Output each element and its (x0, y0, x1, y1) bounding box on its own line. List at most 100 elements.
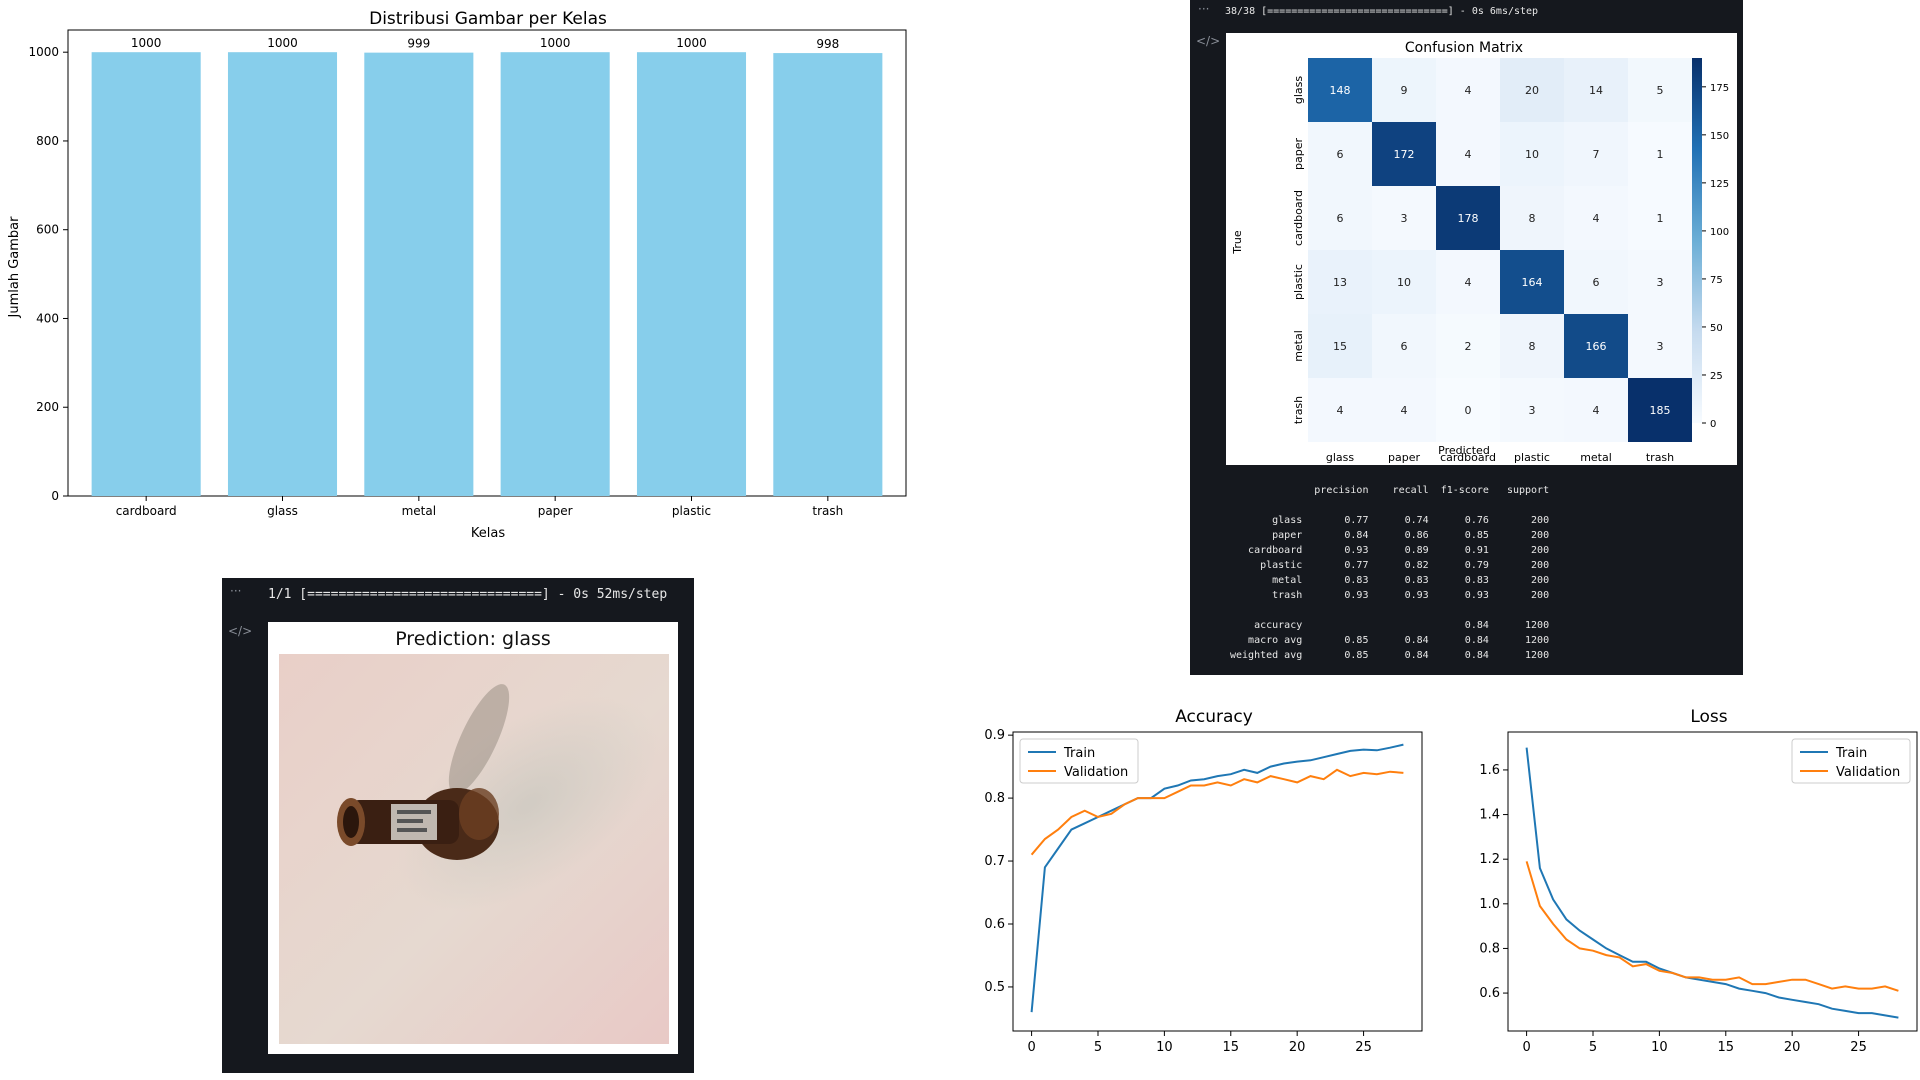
x-tick-label: trash (1646, 451, 1674, 464)
heatmap-cell (1500, 314, 1564, 378)
legend-label: Validation (1836, 765, 1900, 780)
y-tick-label: 1000 (28, 45, 59, 59)
heatmap-cell-value: 20 (1525, 84, 1539, 97)
cell-menu-icon[interactable]: ··· (1198, 2, 1210, 16)
x-tick-label: glass (1326, 451, 1355, 464)
x-tick-label: cardboard (1440, 451, 1496, 464)
x-tick-label: 20 (1289, 1040, 1306, 1055)
heatmap-cell (1628, 186, 1692, 250)
bar-cardboard (91, 52, 201, 496)
distribution-bar-chart: Distribusi Gambar per Kelas Jumlah Gamba… (7, 9, 907, 541)
heatmap-cell-value: 10 (1525, 148, 1539, 161)
cell-menu-icon[interactable]: ··· (230, 584, 242, 598)
bar-value-label: 1000 (676, 36, 707, 50)
heatmap-cell (1628, 58, 1692, 122)
y-tick-label: 200 (36, 400, 59, 414)
heatmap-cell-value: 4 (1593, 404, 1600, 417)
legend-label: Train (1835, 746, 1867, 761)
heatmap-cell-value: 14 (1589, 84, 1603, 97)
y-tick-label: trash (1292, 396, 1305, 424)
classification-report: precision recall f1-score support glass … (1230, 485, 1550, 661)
series-line-train (1525, 747, 1899, 1019)
y-tick-label: plastic (1292, 264, 1305, 300)
heatmap-cell-value: 178 (1458, 212, 1479, 225)
heatmap-cell (1500, 186, 1564, 250)
y-tick-label: glass (1292, 76, 1305, 105)
heatmap-cell (1500, 58, 1564, 122)
distribution-y-axis-label: Jumlah Gambar (7, 216, 22, 319)
heatmap-cell (1564, 314, 1628, 378)
code-icon[interactable]: </> (1196, 34, 1221, 48)
colorbar-tick-label: 50 (1710, 323, 1723, 334)
heatmap-cell (1372, 186, 1436, 250)
y-tick-label: 0.8 (1479, 941, 1500, 956)
x-tick-label: metal (402, 504, 436, 518)
heatmap-cell (1564, 250, 1628, 314)
heatmap-cell-value: 185 (1650, 404, 1671, 417)
prediction-progress-text: 1/1 [==============================] - 0… (268, 587, 668, 602)
x-tick-label: 20 (1784, 1040, 1801, 1055)
heatmap-cell (1372, 314, 1436, 378)
heatmap-cell (1372, 122, 1436, 186)
x-tick-label: 10 (1156, 1040, 1173, 1055)
y-tick-label: 600 (36, 223, 59, 237)
heatmap-cell-value: 13 (1333, 276, 1347, 289)
x-tick-label: 15 (1223, 1040, 1240, 1055)
confusion-x-axis-label: Predicted (1438, 444, 1490, 457)
accuracy-line-chart: Accuracy 0.5 0.6 0.7 0.8 0.9 0 5 10 15 20 25 Train V… (984, 707, 1423, 1055)
y-tick-label: 0.7 (984, 854, 1005, 869)
bar-paper (500, 52, 610, 496)
heatmap-cell (1308, 122, 1372, 186)
prediction-image (279, 654, 669, 1044)
heatmap-cell-value: 8 (1529, 340, 1536, 353)
heatmap-cell-value: 9 (1401, 84, 1408, 97)
bar-value-label: 998 (816, 37, 839, 51)
plot-frame (1507, 731, 1918, 1032)
series-line-validation (1525, 861, 1899, 992)
heatmap-cell (1436, 378, 1500, 442)
y-tick-label: cardboard (1292, 190, 1305, 246)
series-line-validation (1030, 768, 1404, 856)
x-tick-label: paper (1388, 451, 1420, 464)
heatmap-cell-value: 8 (1529, 212, 1536, 225)
heatmap-cell (1372, 58, 1436, 122)
heatmap-cell (1500, 378, 1564, 442)
heatmap-cell (1564, 122, 1628, 186)
colorbar-tick-label: 25 (1710, 371, 1723, 382)
distribution-plot-frame (67, 29, 907, 497)
x-tick-label: 10 (1651, 1040, 1668, 1055)
heatmap-cell (1372, 378, 1436, 442)
plot-frame (1012, 731, 1423, 1032)
x-tick-label: 15 (1718, 1040, 1735, 1055)
heatmap-cell-value: 164 (1522, 276, 1543, 289)
bar-value-label: 999 (407, 37, 430, 51)
x-tick-label: cardboard (116, 504, 177, 518)
heatmap-cell-value: 10 (1397, 276, 1411, 289)
heatmap-cell (1308, 186, 1372, 250)
heatmap-cell-value: 7 (1593, 148, 1600, 161)
y-tick-label: paper (1292, 138, 1305, 170)
bar-trash (773, 53, 883, 496)
bar-value-label: 1000 (540, 36, 571, 50)
heatmap-cell-value: 3 (1657, 276, 1664, 289)
x-tick-label: 0 (1027, 1040, 1035, 1055)
heatmap-cell (1372, 250, 1436, 314)
code-icon[interactable]: </> (228, 624, 253, 638)
heatmap-cell (1436, 186, 1500, 250)
colorbar-tick-label: 100 (1710, 227, 1729, 238)
y-tick-label: 0.6 (1479, 986, 1500, 1001)
bar-metal (364, 52, 474, 497)
x-tick-label: plastic (672, 504, 711, 518)
heatmap-cell (1500, 122, 1564, 186)
heatmap-cell-value: 6 (1337, 212, 1344, 225)
heatmap-cell-value: 6 (1593, 276, 1600, 289)
x-tick-label: paper (538, 504, 573, 518)
heatmap-cell (1308, 314, 1372, 378)
heatmap-cell-value: 3 (1529, 404, 1536, 417)
heatmap-cell (1564, 378, 1628, 442)
prediction-title: Prediction: glass (395, 628, 551, 650)
heatmap-cell-value: 6 (1337, 148, 1344, 161)
confusion-matrix-heatmap: Confusion Matrix Predicted True 148 9 4 20 1… (1231, 40, 1729, 464)
heatmap-cell-value: 4 (1465, 276, 1472, 289)
x-tick-label: plastic (1514, 451, 1550, 464)
